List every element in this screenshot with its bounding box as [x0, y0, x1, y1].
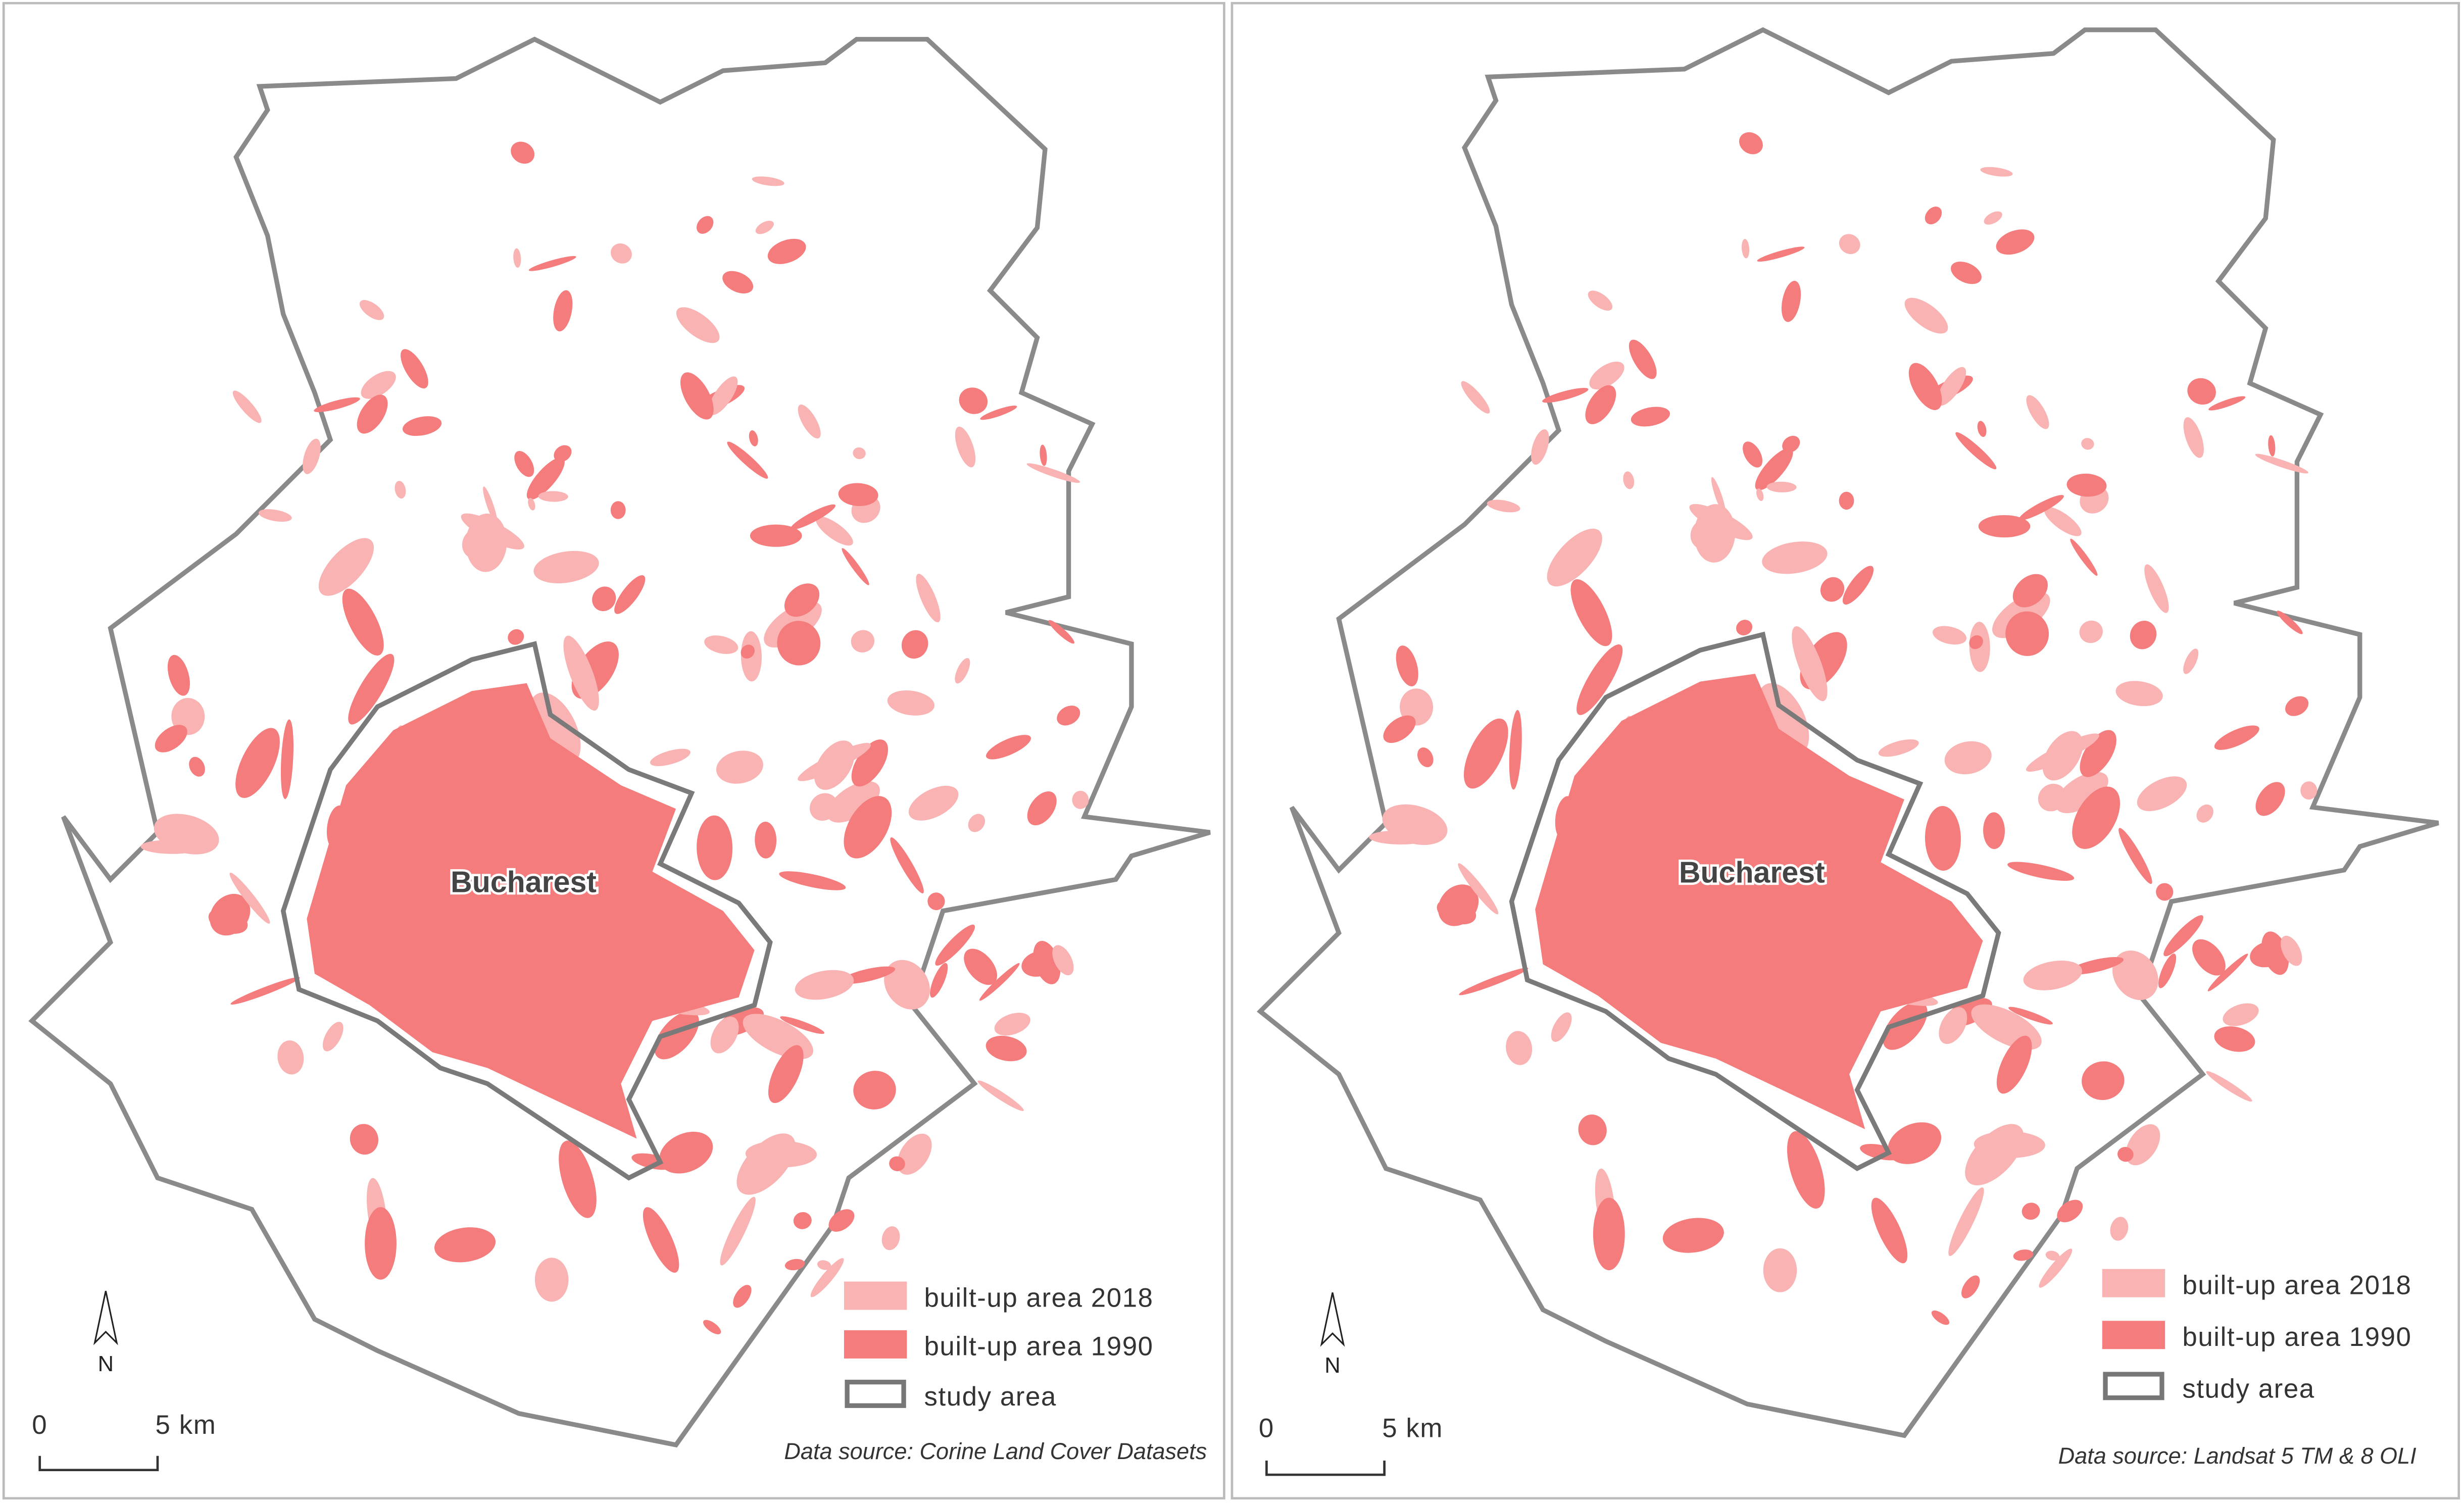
- legend-label: built-up area 1990: [924, 1332, 1153, 1362]
- legend-label: study area: [2182, 1374, 2314, 1404]
- city-label: Bucharest: [1679, 856, 1825, 889]
- scale-start: 0: [32, 1410, 47, 1440]
- legend-swatch: [844, 1281, 907, 1310]
- legend-swatch: [844, 1330, 907, 1359]
- scale-bar: [38, 1456, 159, 1472]
- scale-start: 0: [1259, 1413, 1274, 1443]
- legend-swatch: [2103, 1372, 2164, 1400]
- data-source: Data source: Landsat 5 TM & 8 OLI: [2058, 1443, 2417, 1469]
- scale-end: 5 km: [1382, 1413, 1443, 1443]
- scale-end: 5 km: [156, 1410, 217, 1440]
- north-arrow: [1320, 1292, 1345, 1347]
- legend-label: built-up area 2018: [924, 1283, 1153, 1313]
- north-arrow: [93, 1290, 118, 1345]
- city-label: Bucharest: [451, 865, 597, 898]
- legend-swatch: [2102, 1321, 2165, 1349]
- legend-swatch: [2102, 1269, 2165, 1297]
- legend-label: study area: [924, 1382, 1056, 1412]
- legend-label: built-up area 2018: [2182, 1270, 2411, 1300]
- north-label: N: [98, 1352, 114, 1376]
- data-source: Data source: Corine Land Cover Datasets: [784, 1438, 1207, 1464]
- north-label: N: [1324, 1354, 1340, 1378]
- legend-swatch: [845, 1379, 906, 1408]
- scale-bar: [1265, 1461, 1386, 1476]
- legend-label: built-up area 1990: [2182, 1322, 2411, 1352]
